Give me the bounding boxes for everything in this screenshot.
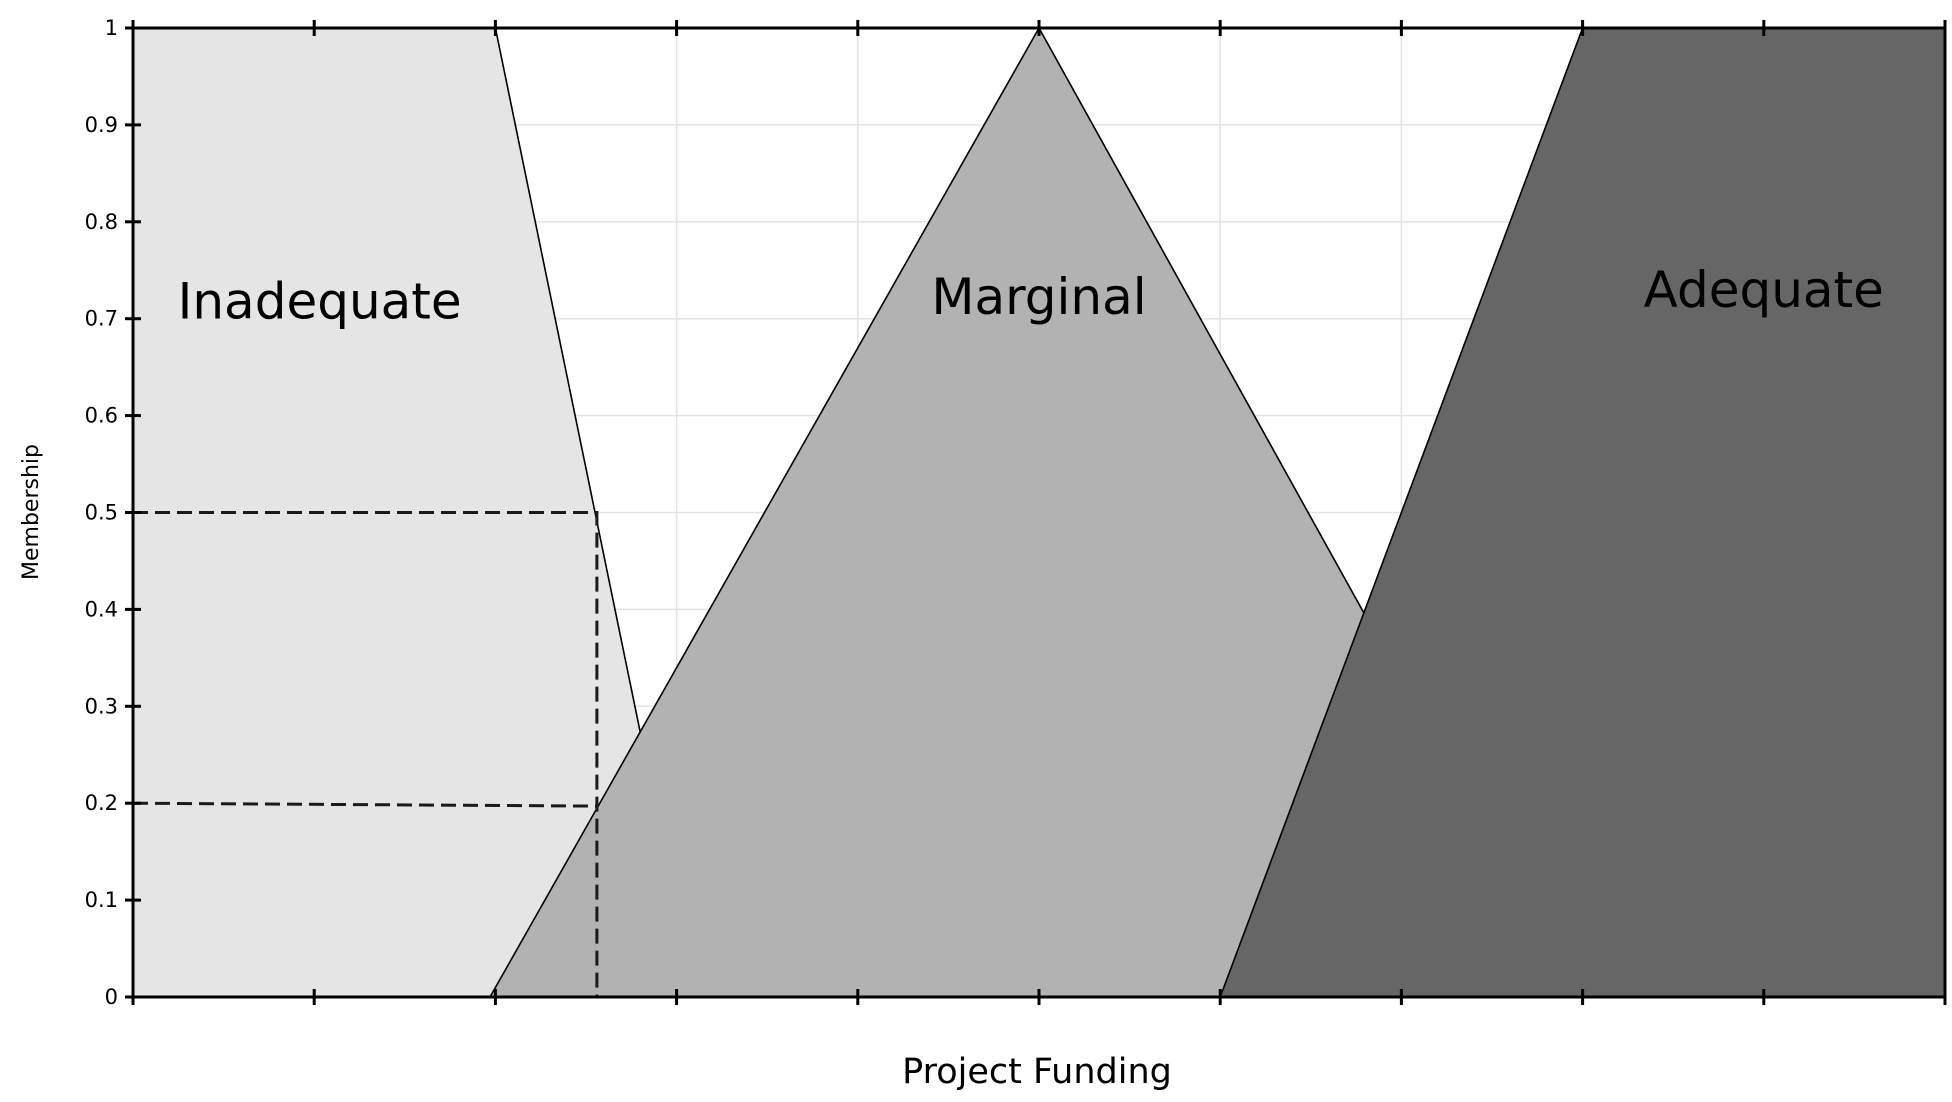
y-tick-label-3: 0.3 — [85, 694, 118, 718]
y-tick-label-1: 0.1 — [85, 888, 118, 912]
reference-lines — [132, 511, 599, 997]
series-label-marginal: Marginal — [931, 268, 1146, 326]
series-label-inadequate: Inadequate — [178, 273, 462, 331]
y-tick-label-0: 0 — [105, 985, 118, 1009]
y-tick-label-5: 0.5 — [85, 501, 118, 525]
reference-line-0 — [133, 511, 599, 997]
y-axis-title: Membership — [19, 444, 44, 580]
y-tick-label-4: 0.4 — [85, 597, 118, 621]
axes: 0 0.1 0.2 0.3 0.4 0.5 0.6 0.7 0.8 0.9 1 — [85, 16, 1947, 1009]
y-tick-label-2: 0.2 — [85, 791, 118, 815]
series-areas — [132, 26, 1946, 998]
series-label-adequate: Adequate — [1644, 261, 1884, 319]
x-axis-title: Project Funding — [902, 1052, 1172, 1092]
y-tick-label-7: 0.7 — [85, 307, 118, 331]
y-tick-label-9: 0.9 — [85, 113, 118, 137]
series-labels: Inadequate Marginal Adequate — [178, 261, 1884, 331]
y-tick-label-6: 0.6 — [85, 404, 118, 428]
y-tick-label-8: 0.8 — [85, 210, 118, 234]
reference-line-1 — [132, 801, 597, 808]
y-tick-label-10: 1 — [105, 16, 118, 40]
